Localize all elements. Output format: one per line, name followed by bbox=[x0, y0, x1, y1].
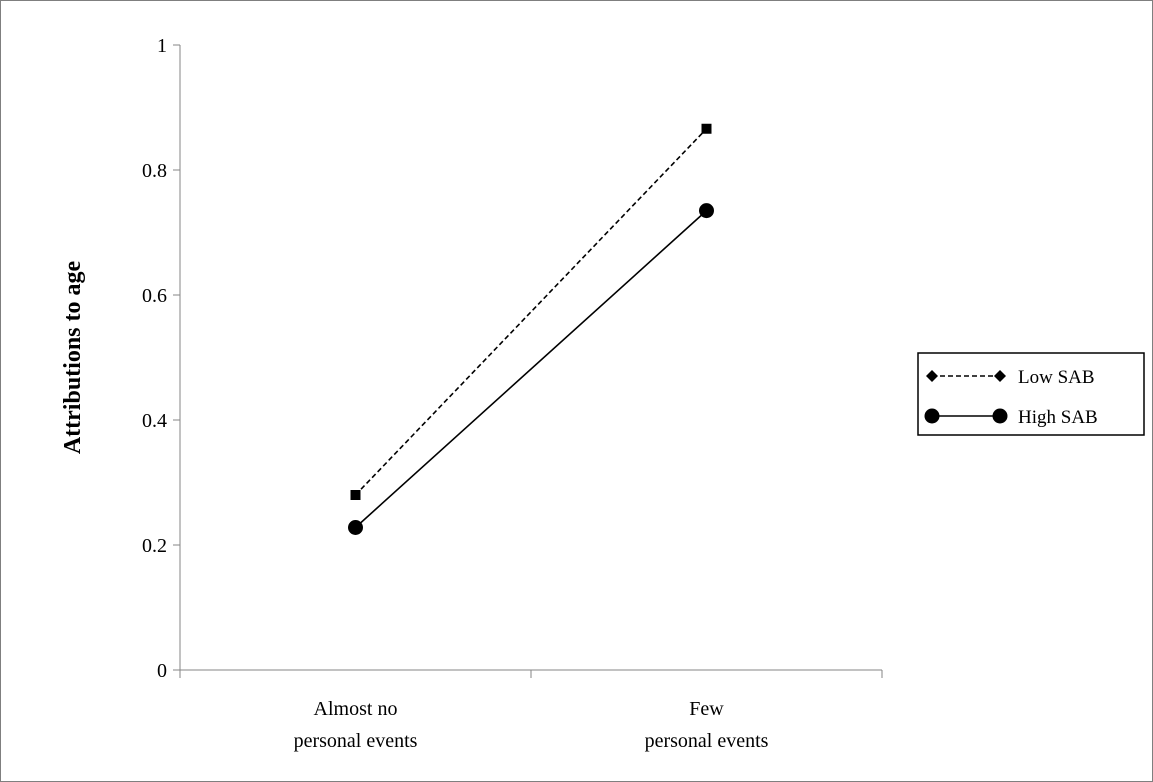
series-0 bbox=[350, 123, 712, 500]
y-tick-label: 0.4 bbox=[142, 410, 167, 432]
y-tick-label: 0.8 bbox=[142, 160, 167, 182]
x-ticks: Almost no personal events Few personal even… bbox=[179, 670, 883, 752]
legend-items: Low SAB High SAB bbox=[924, 367, 1098, 428]
series-line bbox=[354, 210, 708, 529]
x-tick-label-line: Few bbox=[689, 698, 724, 720]
x-tick-label-line: Almost no bbox=[314, 698, 398, 720]
series-layer bbox=[348, 123, 714, 535]
data-point bbox=[699, 203, 714, 219]
legend-label: Low SAB bbox=[1018, 367, 1095, 388]
x-tick-label: Almost no personal events bbox=[294, 698, 418, 752]
legend-label: High SAB bbox=[1018, 407, 1098, 428]
y-axis-title: Attributions to age bbox=[60, 260, 86, 454]
series-line bbox=[354, 128, 708, 496]
data-point bbox=[701, 123, 712, 134]
legend-box bbox=[917, 352, 1145, 436]
y-tick-label: 0.6 bbox=[142, 285, 167, 307]
legend-marker bbox=[924, 408, 940, 424]
x-tick-label-line: personal events bbox=[294, 730, 418, 752]
data-point bbox=[350, 490, 361, 500]
legend-item: Low SAB bbox=[926, 367, 1095, 388]
data-point bbox=[348, 520, 363, 535]
axes: 00.20.40.60.81 Almost no personal eventsF… bbox=[142, 35, 883, 752]
x-tick-label: Few personal events bbox=[645, 698, 769, 752]
legend-item: High SAB bbox=[924, 407, 1098, 428]
y-tick-label: 0.2 bbox=[142, 535, 167, 557]
legend-marker bbox=[992, 408, 1008, 424]
legend: Low SAB High SAB bbox=[917, 352, 1145, 436]
y-ticks: 0 0.2 0.4 0.6 0.8 1 bbox=[142, 35, 180, 682]
legend-marker bbox=[926, 370, 938, 382]
series-1 bbox=[348, 203, 714, 535]
legend-marker bbox=[994, 370, 1006, 382]
y-tick-label: 1 bbox=[157, 35, 167, 57]
y-tick-label: 0 bbox=[157, 660, 167, 682]
x-tick-label-line: personal events bbox=[645, 730, 769, 752]
